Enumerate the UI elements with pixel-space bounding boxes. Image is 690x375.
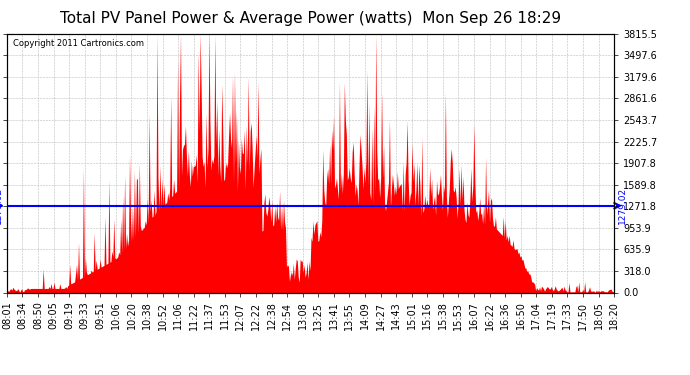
Text: 1279.02: 1279.02 — [618, 187, 627, 224]
Text: Total PV Panel Power & Average Power (watts)  Mon Sep 26 18:29: Total PV Panel Power & Average Power (wa… — [60, 11, 561, 26]
Text: Copyright 2011 Cartronics.com: Copyright 2011 Cartronics.com — [13, 39, 144, 48]
Text: 1279.02: 1279.02 — [0, 187, 3, 224]
